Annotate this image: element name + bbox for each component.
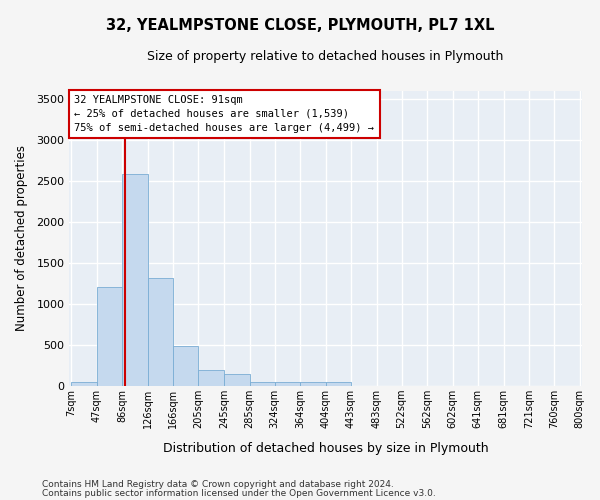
Bar [250, 382, 275, 386]
Title: Size of property relative to detached houses in Plymouth: Size of property relative to detached ho… [148, 50, 504, 63]
Bar [148, 278, 173, 386]
Text: 32, YEALMPSTONE CLOSE, PLYMOUTH, PL7 1XL: 32, YEALMPSTONE CLOSE, PLYMOUTH, PL7 1XL [106, 18, 494, 32]
Text: 32 YEALMPSTONE CLOSE: 91sqm
← 25% of detached houses are smaller (1,539)
75% of : 32 YEALMPSTONE CLOSE: 91sqm ← 25% of det… [74, 95, 374, 133]
Y-axis label: Number of detached properties: Number of detached properties [15, 145, 28, 331]
Bar [198, 370, 224, 386]
Bar [326, 382, 351, 386]
Bar [71, 382, 97, 386]
Bar [173, 346, 198, 386]
Text: Contains public sector information licensed under the Open Government Licence v3: Contains public sector information licen… [42, 488, 436, 498]
Text: Contains HM Land Registry data © Crown copyright and database right 2024.: Contains HM Land Registry data © Crown c… [42, 480, 394, 489]
Bar [97, 288, 122, 386]
Bar [224, 374, 250, 386]
Bar [300, 382, 326, 386]
X-axis label: Distribution of detached houses by size in Plymouth: Distribution of detached houses by size … [163, 442, 488, 455]
Bar [122, 174, 148, 386]
Bar [275, 382, 300, 386]
